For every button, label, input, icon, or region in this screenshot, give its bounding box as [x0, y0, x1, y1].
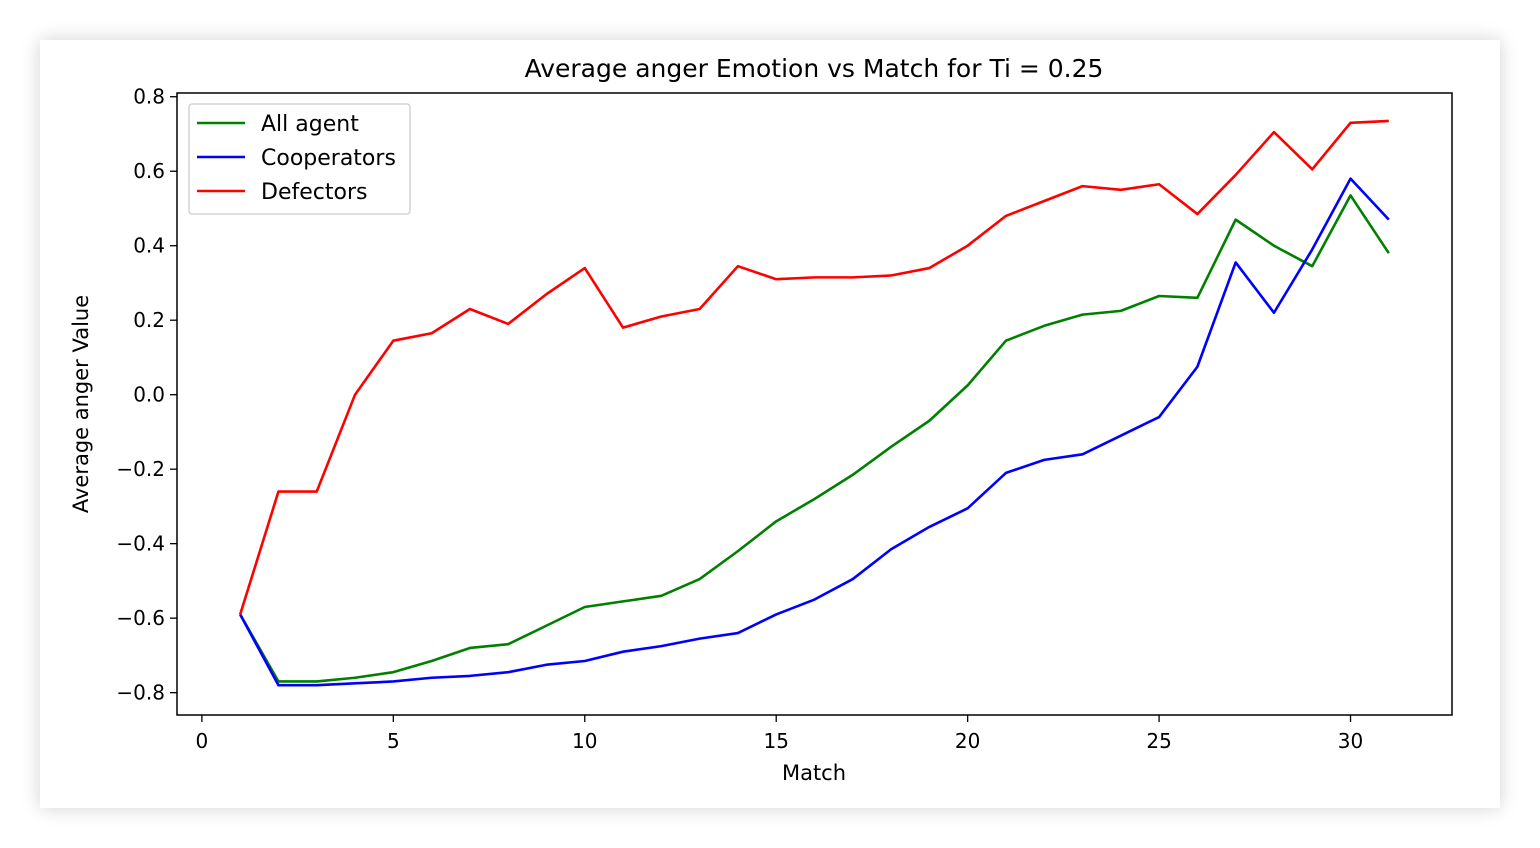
legend: All agent Cooperators Defectors — [188, 103, 411, 215]
x-axis: 0 5 10 15 20 25 30 — [196, 715, 1363, 753]
y-tick-label: 0.4 — [133, 234, 165, 258]
y-tick-label: −0.2 — [116, 457, 165, 481]
x-tick-label: 0 — [196, 729, 209, 753]
y-tick-label: 0.6 — [133, 159, 165, 183]
x-tick-label: 30 — [1338, 729, 1363, 753]
plot-frame — [176, 92, 1453, 716]
x-tick-label: 10 — [572, 729, 597, 753]
chart-card: Average anger Emotion vs Match for Ti = … — [40, 40, 1500, 808]
x-tick-label: 5 — [387, 729, 400, 753]
series-line-all-agent — [239, 194, 1390, 683]
chart-title: Average anger Emotion vs Match for Ti = … — [525, 54, 1104, 83]
y-tick-label: 0.2 — [133, 308, 165, 332]
y-tick-label: −0.4 — [116, 532, 165, 556]
legend-label: Defectors — [261, 180, 367, 205]
plot-lines — [238, 119, 1390, 687]
series-line-defectors — [238, 119, 1389, 615]
y-tick-label: −0.6 — [116, 606, 165, 630]
x-tick-label: 20 — [955, 729, 980, 753]
y-tick-label: 0.0 — [133, 383, 165, 407]
x-tick-label: 25 — [1146, 729, 1171, 753]
x-tick-label: 15 — [763, 729, 788, 753]
y-tick-label: −0.8 — [116, 681, 165, 705]
legend-label: Cooperators — [261, 146, 396, 171]
x-axis-label: Match — [782, 761, 846, 785]
y-tick-label: 0.8 — [133, 85, 165, 109]
legend-label: All agent — [261, 112, 359, 137]
y-axis: −0.8 −0.6 −0.4 −0.2 0.0 0.2 0.4 0.6 0.8 — [116, 85, 177, 705]
series-line-cooperators — [239, 177, 1390, 687]
y-axis-label: Average anger Value — [69, 295, 93, 513]
line-chart: Average anger Emotion vs Match for Ti = … — [69, 54, 1453, 785]
legend-box — [188, 103, 411, 215]
